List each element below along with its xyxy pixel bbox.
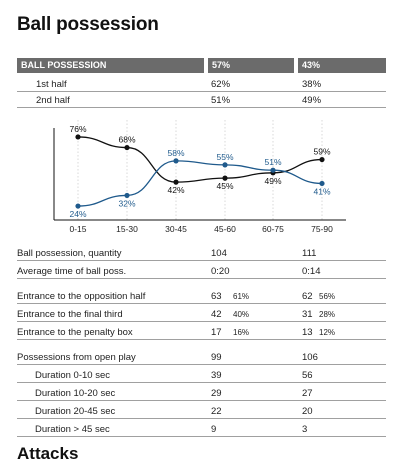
stat-team1-value: 29	[211, 388, 222, 399]
stat-team1-percent: 61%	[233, 292, 250, 301]
stat-team1-value: 0:20	[211, 266, 230, 277]
x-tick-label: 30-45	[165, 224, 187, 234]
stat-team2-value: 20	[302, 406, 313, 417]
data-label: 55%	[216, 152, 233, 162]
half-label: 2nd half	[36, 95, 70, 106]
page-title: Ball possession	[17, 14, 159, 35]
stat-team2-value: 56	[302, 370, 313, 381]
series-point	[270, 167, 276, 173]
row-divider	[17, 400, 386, 401]
half-team2: 49%	[302, 95, 322, 106]
row-divider	[17, 91, 386, 92]
data-label: 49%	[264, 176, 281, 186]
stat-team1-value: 42	[211, 309, 222, 320]
half-team2: 38%	[302, 79, 322, 90]
stat-team2-value: 3	[302, 424, 308, 435]
series-point	[75, 203, 81, 209]
series-line	[77, 136, 323, 183]
row-divider	[17, 260, 386, 261]
data-label: 68%	[118, 135, 135, 145]
stat-label: Possessions from open play	[17, 352, 136, 363]
series-point	[319, 156, 325, 163]
series-point	[75, 134, 81, 140]
series-point	[173, 158, 179, 164]
stat-label: Average time of ball poss.	[17, 266, 127, 277]
x-tick-label: 0-15	[69, 224, 86, 234]
stat-team1-value: 17	[211, 327, 222, 338]
stat-team1-value: 9	[211, 424, 217, 435]
table-header-label: BALL POSSESSION	[17, 58, 204, 73]
stat-team1-percent-wrap: 40%	[228, 309, 249, 320]
stat-team2-percent-wrap: 28%	[314, 309, 335, 320]
stat-team1-value: 104	[211, 248, 227, 259]
stat-team1-percent-wrap: 61%	[228, 291, 249, 302]
stat-team2-value: 31	[302, 309, 313, 320]
x-tick-label: 45-60	[214, 224, 236, 234]
stat-team2-value: 27	[302, 388, 313, 399]
table-header-team2: 43%	[298, 58, 386, 73]
half-team1: 51%	[211, 95, 231, 106]
data-label: 45%	[216, 181, 233, 191]
stat-team2-value: 62	[302, 291, 313, 302]
stat-team1-percent: 16%	[233, 328, 250, 337]
stat-team2-percent-wrap: 12%	[314, 327, 335, 338]
series-point	[222, 162, 228, 168]
stat-label: Ball possession, quantity	[17, 248, 122, 259]
stat-team2-percent: 28%	[319, 310, 336, 319]
series-point	[173, 179, 179, 185]
stat-label: Duration 0-10 sec	[35, 370, 110, 381]
stat-label: Entrance to the final third	[17, 309, 123, 320]
data-label: 76%	[69, 124, 86, 134]
section-title-attacks: Attacks	[17, 444, 79, 463]
stat-team2-value: 0:14	[302, 266, 321, 277]
row-divider	[17, 382, 386, 383]
x-tick-label: 15-30	[116, 224, 138, 234]
series-point	[319, 180, 325, 187]
data-label: 41%	[313, 186, 330, 196]
stat-team2-percent-wrap: 56%	[314, 291, 335, 302]
stat-label: Entrance to the opposition half	[17, 291, 146, 302]
stat-team1-percent-wrap: 16%	[228, 327, 249, 338]
row-divider	[17, 339, 386, 340]
stat-label: Entrance to the penalty box	[17, 327, 133, 338]
row-divider	[17, 436, 386, 437]
half-team1: 62%	[211, 79, 231, 90]
series-point	[124, 192, 130, 199]
x-tick-label: 60-75	[262, 224, 284, 234]
stat-label: Duration 20-45 sec	[35, 406, 116, 417]
stat-team1-value: 39	[211, 370, 222, 381]
data-label: 58%	[167, 148, 184, 158]
series-point	[124, 144, 130, 151]
stat-team2-value: 111	[302, 248, 317, 259]
stat-team1-value: 99	[211, 352, 222, 363]
stat-team2-percent: 12%	[319, 328, 336, 337]
x-tick-label: 75-90	[311, 224, 333, 234]
stat-team2-value: 106	[302, 352, 318, 363]
half-label: 1st half	[36, 79, 67, 90]
series-line	[77, 160, 323, 207]
data-label: 59%	[313, 147, 330, 157]
data-label: 51%	[264, 157, 281, 167]
stat-label: Duration > 45 sec	[35, 424, 110, 435]
row-divider	[17, 107, 386, 108]
row-divider	[17, 418, 386, 419]
stat-team1-value: 22	[211, 406, 222, 417]
stat-team2-percent: 56%	[319, 292, 336, 301]
data-label: 42%	[167, 185, 184, 195]
row-divider	[17, 321, 386, 322]
stat-team1-percent: 40%	[233, 310, 250, 319]
row-divider	[17, 303, 386, 304]
stat-team1-value: 63	[211, 291, 222, 302]
row-divider	[17, 364, 386, 365]
table-header-team1: 57%	[208, 58, 294, 73]
row-divider	[17, 278, 386, 279]
data-label: 24%	[69, 209, 86, 219]
stat-team2-value: 13	[302, 327, 313, 338]
stat-label: Duration 10-20 sec	[35, 388, 116, 399]
data-label: 32%	[118, 198, 135, 208]
series-point	[222, 175, 228, 181]
